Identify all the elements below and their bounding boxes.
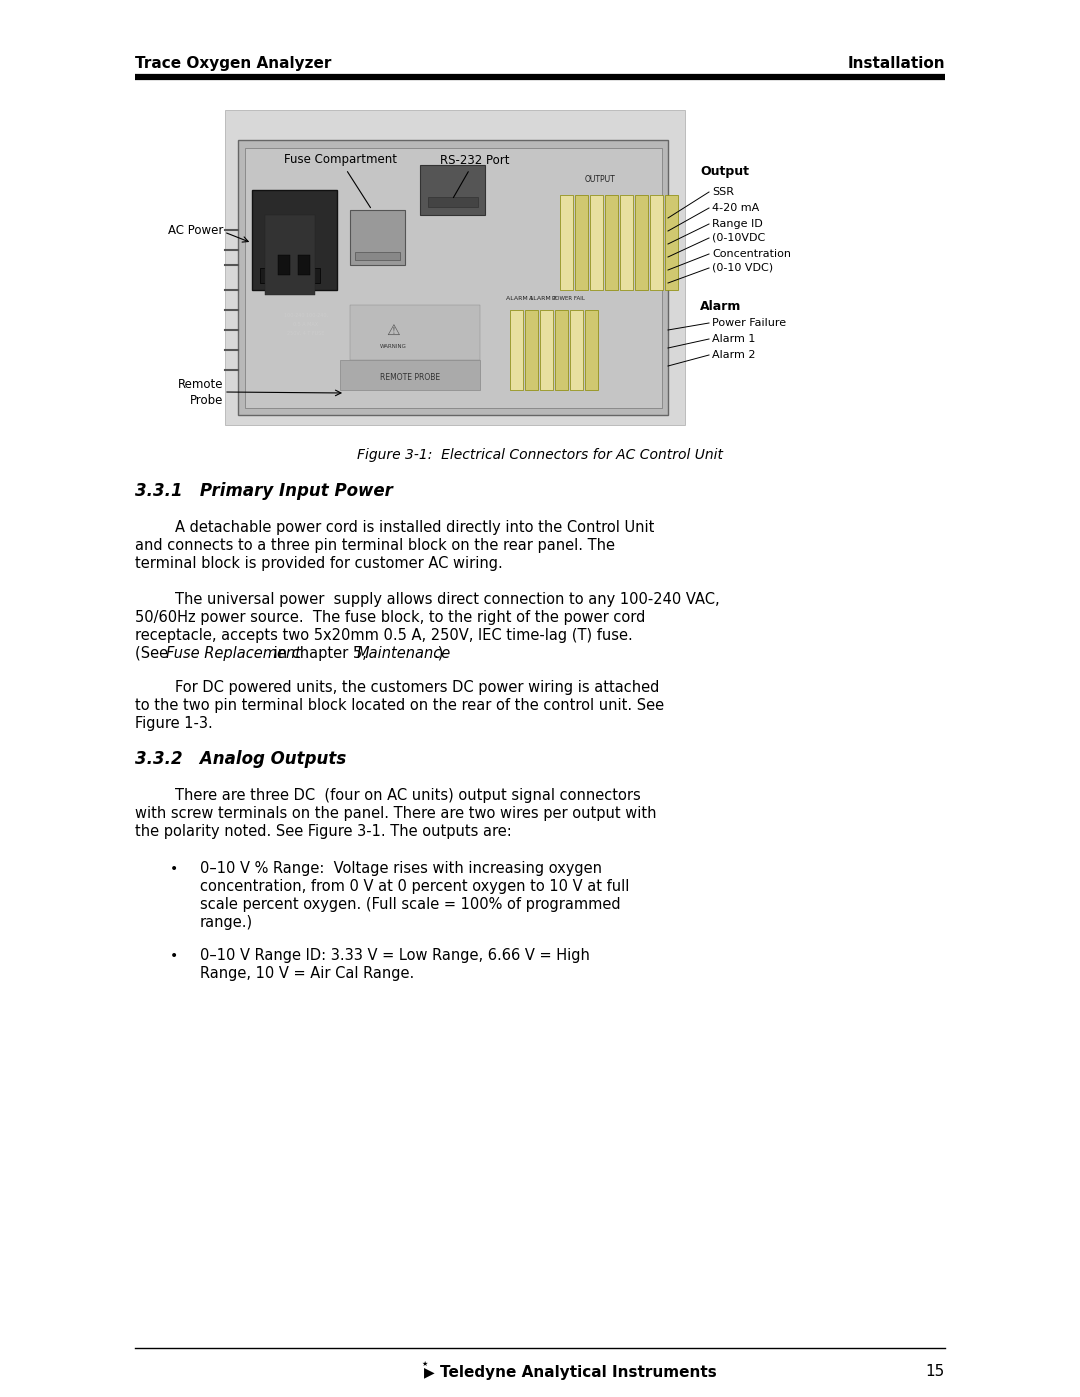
Text: Output: Output xyxy=(700,165,750,179)
Bar xyxy=(650,196,663,291)
Text: 0–10 V % Range:  Voltage rises with increasing oxygen: 0–10 V % Range: Voltage rises with incre… xyxy=(200,861,602,876)
Bar xyxy=(350,210,405,265)
Bar xyxy=(298,256,310,275)
Text: POWER FAIL: POWER FAIL xyxy=(552,296,584,300)
Text: Teledyne Analytical Instruments: Teledyne Analytical Instruments xyxy=(440,1365,717,1379)
Text: The universal power  supply allows direct connection to any 100-240 VAC,: The universal power supply allows direct… xyxy=(175,592,719,608)
Text: ⚠: ⚠ xyxy=(387,323,400,338)
Text: Range, 10 V = Air Cal Range.: Range, 10 V = Air Cal Range. xyxy=(200,965,415,981)
Text: Alarm 1: Alarm 1 xyxy=(712,334,755,344)
Text: RS-232 Port: RS-232 Port xyxy=(441,154,510,197)
Text: (0-10 VDC): (0-10 VDC) xyxy=(712,263,773,272)
Text: Trace Oxygen Analyzer: Trace Oxygen Analyzer xyxy=(135,56,332,71)
Text: Alarm 2: Alarm 2 xyxy=(712,351,756,360)
Text: in chapter 5,: in chapter 5, xyxy=(269,645,372,661)
Text: SSR: SSR xyxy=(712,187,734,197)
Bar xyxy=(420,165,485,215)
Bar xyxy=(278,256,291,275)
Bar xyxy=(510,310,523,390)
Bar xyxy=(570,310,583,390)
Text: terminal block is provided for customer AC wiring.: terminal block is provided for customer … xyxy=(135,556,503,571)
Bar xyxy=(525,310,538,390)
Text: (See: (See xyxy=(135,645,173,661)
Bar xyxy=(265,215,315,295)
Text: 4-20 mA: 4-20 mA xyxy=(712,203,759,212)
Text: receptacle, accepts two 5x20mm 0.5 A, 250V, IEC time-lag (T) fuse.: receptacle, accepts two 5x20mm 0.5 A, 25… xyxy=(135,629,633,643)
Text: 100-240 100-240,: 100-240 100-240, xyxy=(284,313,328,317)
Text: There are three DC  (four on AC units) output signal connectors: There are three DC (four on AC units) ou… xyxy=(175,788,640,803)
Bar xyxy=(540,310,553,390)
Text: 0–10 V Range ID: 3.33 V = Low Range, 6.66 V = High: 0–10 V Range ID: 3.33 V = Low Range, 6.6… xyxy=(200,949,590,963)
Text: 250V, 4 T FUSE: 250V, 4 T FUSE xyxy=(287,331,325,335)
Text: Power Failure: Power Failure xyxy=(712,319,786,328)
Bar xyxy=(605,196,618,291)
Text: ★: ★ xyxy=(422,1361,428,1368)
Bar xyxy=(555,310,568,390)
Text: Probe: Probe xyxy=(190,394,222,407)
Bar xyxy=(340,360,480,390)
Bar xyxy=(225,110,685,425)
Text: 50/60Hz power source.  The fuse block, to the right of the power cord: 50/60Hz power source. The fuse block, to… xyxy=(135,610,646,624)
Bar xyxy=(561,196,573,291)
Bar xyxy=(238,140,669,415)
Text: REMOTE PROBE: REMOTE PROBE xyxy=(380,373,440,383)
Text: (0-10VDC: (0-10VDC xyxy=(712,233,766,243)
Text: Figure 1-3.: Figure 1-3. xyxy=(135,717,213,731)
Text: Alarm: Alarm xyxy=(700,300,741,313)
Bar xyxy=(620,196,633,291)
Text: with screw terminals on the panel. There are two wires per output with: with screw terminals on the panel. There… xyxy=(135,806,657,821)
Text: and connects to a three pin terminal block on the rear panel. The: and connects to a three pin terminal blo… xyxy=(135,538,615,553)
Text: the polarity noted. See Figure 3-1. The outputs are:: the polarity noted. See Figure 3-1. The … xyxy=(135,824,512,840)
Text: concentration, from 0 V at 0 percent oxygen to 10 V at full: concentration, from 0 V at 0 percent oxy… xyxy=(200,879,630,894)
Text: •: • xyxy=(170,949,178,963)
Bar xyxy=(252,190,337,291)
Text: 15: 15 xyxy=(926,1365,945,1379)
Text: 0.5 A MAX: 0.5 A MAX xyxy=(294,321,319,327)
Bar xyxy=(260,268,320,284)
Text: to the two pin terminal block located on the rear of the control unit. See: to the two pin terminal block located on… xyxy=(135,698,664,712)
Text: Fuse Compartment: Fuse Compartment xyxy=(283,154,396,208)
Bar xyxy=(585,310,598,390)
Text: ▶: ▶ xyxy=(424,1365,435,1379)
Text: 3.3.1   Primary Input Power: 3.3.1 Primary Input Power xyxy=(135,482,393,500)
Text: scale percent oxygen. (Full scale = 100% of programmed: scale percent oxygen. (Full scale = 100%… xyxy=(200,897,621,912)
Text: ALARM 2: ALARM 2 xyxy=(529,296,557,300)
Bar xyxy=(245,148,662,408)
Text: Installation: Installation xyxy=(848,56,945,71)
Text: Remote: Remote xyxy=(177,379,222,391)
Bar xyxy=(665,196,678,291)
Bar xyxy=(355,251,400,260)
Text: ALARM 1: ALARM 1 xyxy=(507,296,534,300)
Text: .): .) xyxy=(433,645,444,661)
Text: range.): range.) xyxy=(200,915,253,930)
Text: WARNING: WARNING xyxy=(379,344,406,349)
Text: Figure 3-1:  Electrical Connectors for AC Control Unit: Figure 3-1: Electrical Connectors for AC… xyxy=(357,448,723,462)
Text: AC Power: AC Power xyxy=(167,224,222,236)
Text: Concentration: Concentration xyxy=(712,249,791,258)
Bar xyxy=(590,196,603,291)
Text: Maintenance: Maintenance xyxy=(357,645,451,661)
Text: A detachable power cord is installed directly into the Control Unit: A detachable power cord is installed dir… xyxy=(175,520,654,535)
Text: For DC powered units, the customers DC power wiring is attached: For DC powered units, the customers DC p… xyxy=(175,680,660,694)
Text: Range ID: Range ID xyxy=(712,219,762,229)
Text: OUTPUT: OUTPUT xyxy=(584,175,616,184)
Text: •: • xyxy=(170,862,178,876)
Bar xyxy=(350,305,480,360)
Bar xyxy=(635,196,648,291)
Text: 3.3.2   Analog Outputs: 3.3.2 Analog Outputs xyxy=(135,750,347,768)
Bar xyxy=(428,197,478,207)
Bar xyxy=(575,196,588,291)
Text: Fuse Replacement: Fuse Replacement xyxy=(166,645,301,661)
